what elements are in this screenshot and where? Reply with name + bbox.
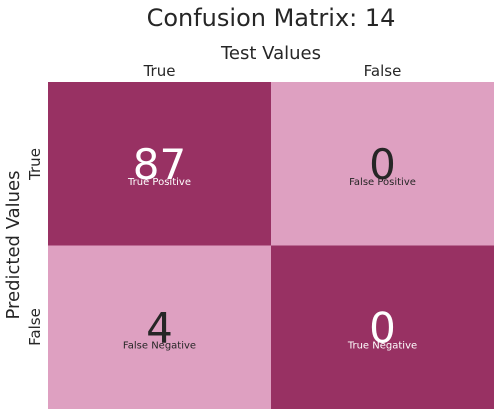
false-positive-label: False Positive <box>349 177 416 188</box>
true-positive-cell <box>48 82 271 246</box>
false-positive-value: 0 <box>369 140 396 189</box>
true-negative-cell <box>271 245 494 409</box>
true-positive-label: True Positive <box>127 177 191 188</box>
false-negative-label: False Negative <box>123 340 196 351</box>
chart-title: Confusion Matrix: 14 <box>146 4 396 32</box>
false-negative-value: 4 <box>146 303 173 352</box>
y-tick-false: False <box>26 308 44 346</box>
x-tick-false: False <box>363 62 402 80</box>
x-tick-true: True <box>143 62 176 80</box>
true-negative-label: True Negative <box>347 340 417 351</box>
true-negative-value: 0 <box>369 303 396 352</box>
x-axis-label: Test Values <box>221 43 321 64</box>
false-positive-cell <box>271 82 494 246</box>
false-negative-cell <box>48 245 271 409</box>
y-axis-label: Predicted Values <box>3 170 24 320</box>
y-tick-true: True <box>26 148 44 180</box>
true-positive-value: 87 <box>133 140 186 189</box>
